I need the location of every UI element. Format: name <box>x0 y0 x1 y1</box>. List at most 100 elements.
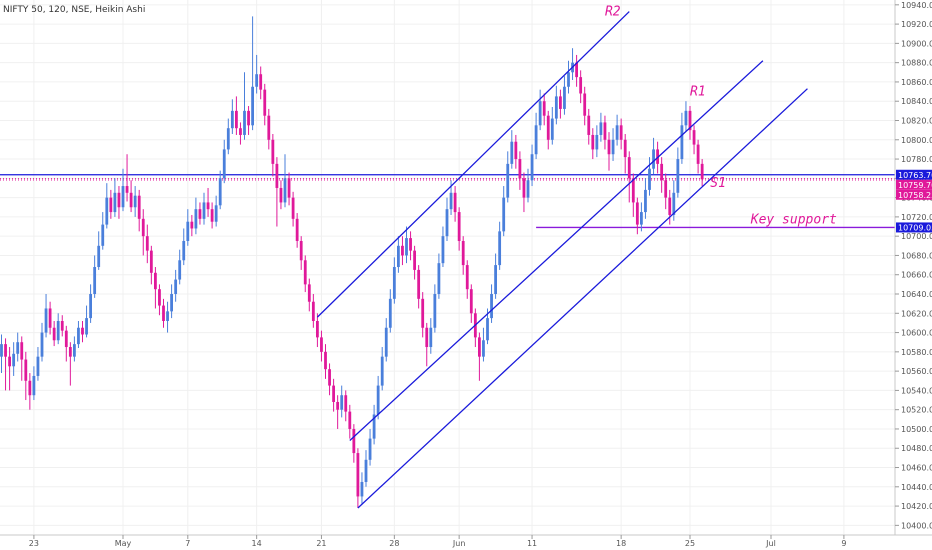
time-axis[interactable]: 23 May 7 14 21 28 Jun 11 18 25 Jul 9 <box>29 535 847 548</box>
x-tick-label: 21 <box>316 539 326 548</box>
y-tick-label: 10660.00 <box>901 271 932 280</box>
y-tick-label: 10880.00 <box>901 59 932 68</box>
candle-body <box>56 321 60 341</box>
price-tag-box <box>896 189 932 200</box>
candle-body <box>421 298 425 328</box>
candle-body <box>267 115 271 140</box>
candle-body <box>486 318 489 341</box>
y-tick-label: 10480.00 <box>901 444 932 453</box>
y-tick-label: 10920.00 <box>901 20 932 29</box>
candle-body <box>279 187 283 203</box>
price-tag-label: 10758.25 <box>898 191 932 200</box>
candle-body <box>478 337 481 357</box>
candle-body <box>360 481 364 497</box>
candle-body <box>599 122 603 135</box>
candle-body <box>457 212 461 241</box>
y-tick-label: 10680.00 <box>901 251 932 260</box>
y-tick-label: 10460.00 <box>901 464 932 473</box>
candle-body <box>372 414 376 439</box>
annotations: R2 R1 S1 Key support <box>605 4 837 227</box>
y-tick-label: 10500.00 <box>901 425 932 434</box>
candle-body <box>494 265 497 295</box>
candle-body <box>559 96 562 109</box>
candle-body <box>68 347 72 357</box>
y-tick-label: 10720.00 <box>901 213 932 222</box>
candle-body <box>52 327 56 341</box>
candle-body <box>684 110 688 126</box>
candle-body <box>89 294 92 319</box>
candle-body <box>510 141 514 164</box>
x-tick-label: Jul <box>765 539 776 548</box>
candle-body <box>364 459 368 482</box>
candle-body <box>137 195 141 219</box>
candle-body <box>700 163 704 180</box>
candle-body <box>214 205 218 222</box>
price-tag-box <box>896 179 932 190</box>
candle-body <box>0 344 3 357</box>
candle-body <box>579 77 583 94</box>
candle-body <box>368 438 372 460</box>
x-tick-label: 25 <box>685 539 695 548</box>
candle-body <box>255 74 259 87</box>
x-tick-label: 11 <box>527 539 537 548</box>
candle-body <box>437 263 441 295</box>
candle-body <box>316 321 319 338</box>
candle-body <box>433 294 437 328</box>
candle-body <box>441 236 445 264</box>
candle-body <box>77 327 80 345</box>
candle-body <box>425 327 429 348</box>
candle-body <box>202 202 206 219</box>
candle-body <box>482 340 485 357</box>
y-tick-label: 10620.00 <box>901 309 932 318</box>
candle-body <box>243 110 246 135</box>
candle-body <box>388 298 392 328</box>
candle-body <box>627 157 631 179</box>
x-tick-label: 23 <box>29 539 39 548</box>
candle-body <box>469 289 473 314</box>
candle-body <box>40 332 44 357</box>
candle-body <box>162 305 165 321</box>
candle-body <box>311 301 315 321</box>
candle-body <box>405 238 408 256</box>
candle-body <box>567 72 570 87</box>
annotation-label: R1 <box>690 84 706 99</box>
candle-body <box>81 327 84 335</box>
candle-body <box>36 356 40 376</box>
candle-body <box>230 110 234 129</box>
candle-body <box>583 93 587 116</box>
candle-body <box>105 197 109 225</box>
candle-body <box>449 192 453 210</box>
candle-body <box>113 192 117 213</box>
candle-body <box>251 86 254 126</box>
candle-body <box>190 221 194 229</box>
candle-body <box>465 265 469 290</box>
candle-body <box>692 130 696 145</box>
annotation-label: Key support <box>750 213 837 228</box>
candle-body <box>64 330 68 348</box>
candle-body <box>664 180 668 198</box>
y-tick-label: 10800.00 <box>901 136 932 145</box>
candle-body <box>8 356 11 367</box>
candle-body <box>259 74 263 90</box>
candle-body <box>498 231 502 266</box>
candle-body <box>295 218 299 241</box>
candle-body <box>271 139 275 164</box>
price-tags: 10763.7010759.7010758.25 10709.05 <box>896 169 932 233</box>
annotation-label: S1 <box>710 176 726 191</box>
candle-body <box>413 250 416 270</box>
candle-body <box>210 209 214 222</box>
candle-body <box>60 321 64 331</box>
candle-body <box>16 342 20 354</box>
candle-body <box>676 159 680 193</box>
candle-body <box>631 178 635 203</box>
candle-body <box>20 342 24 360</box>
candle-body <box>226 128 230 150</box>
candle-body <box>356 453 360 497</box>
candle-body <box>652 149 655 169</box>
chart-title: NIFTY 50, 120, NSE, Heikin Ashi <box>3 5 145 15</box>
candle-body <box>48 308 52 328</box>
candle-body <box>417 269 421 299</box>
candle-body <box>299 240 303 261</box>
price-tag-label: 10709.05 <box>898 223 932 232</box>
